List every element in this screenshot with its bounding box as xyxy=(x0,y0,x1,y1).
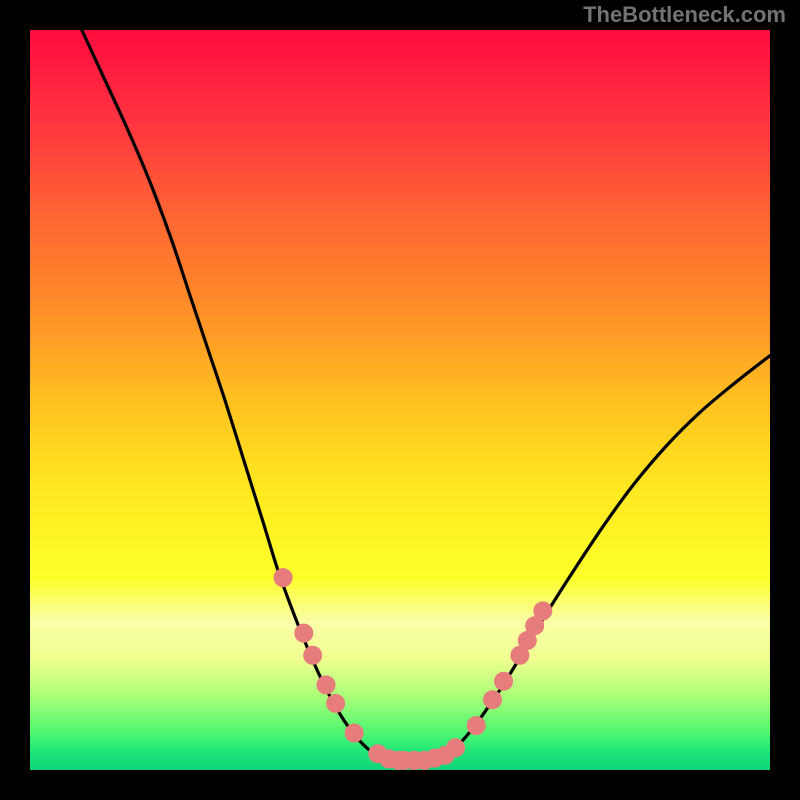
watermark-text: TheBottleneck.com xyxy=(583,2,786,28)
plot-area xyxy=(30,30,770,770)
chart-frame: TheBottleneck.com xyxy=(0,0,800,800)
gradient-background xyxy=(30,30,770,770)
